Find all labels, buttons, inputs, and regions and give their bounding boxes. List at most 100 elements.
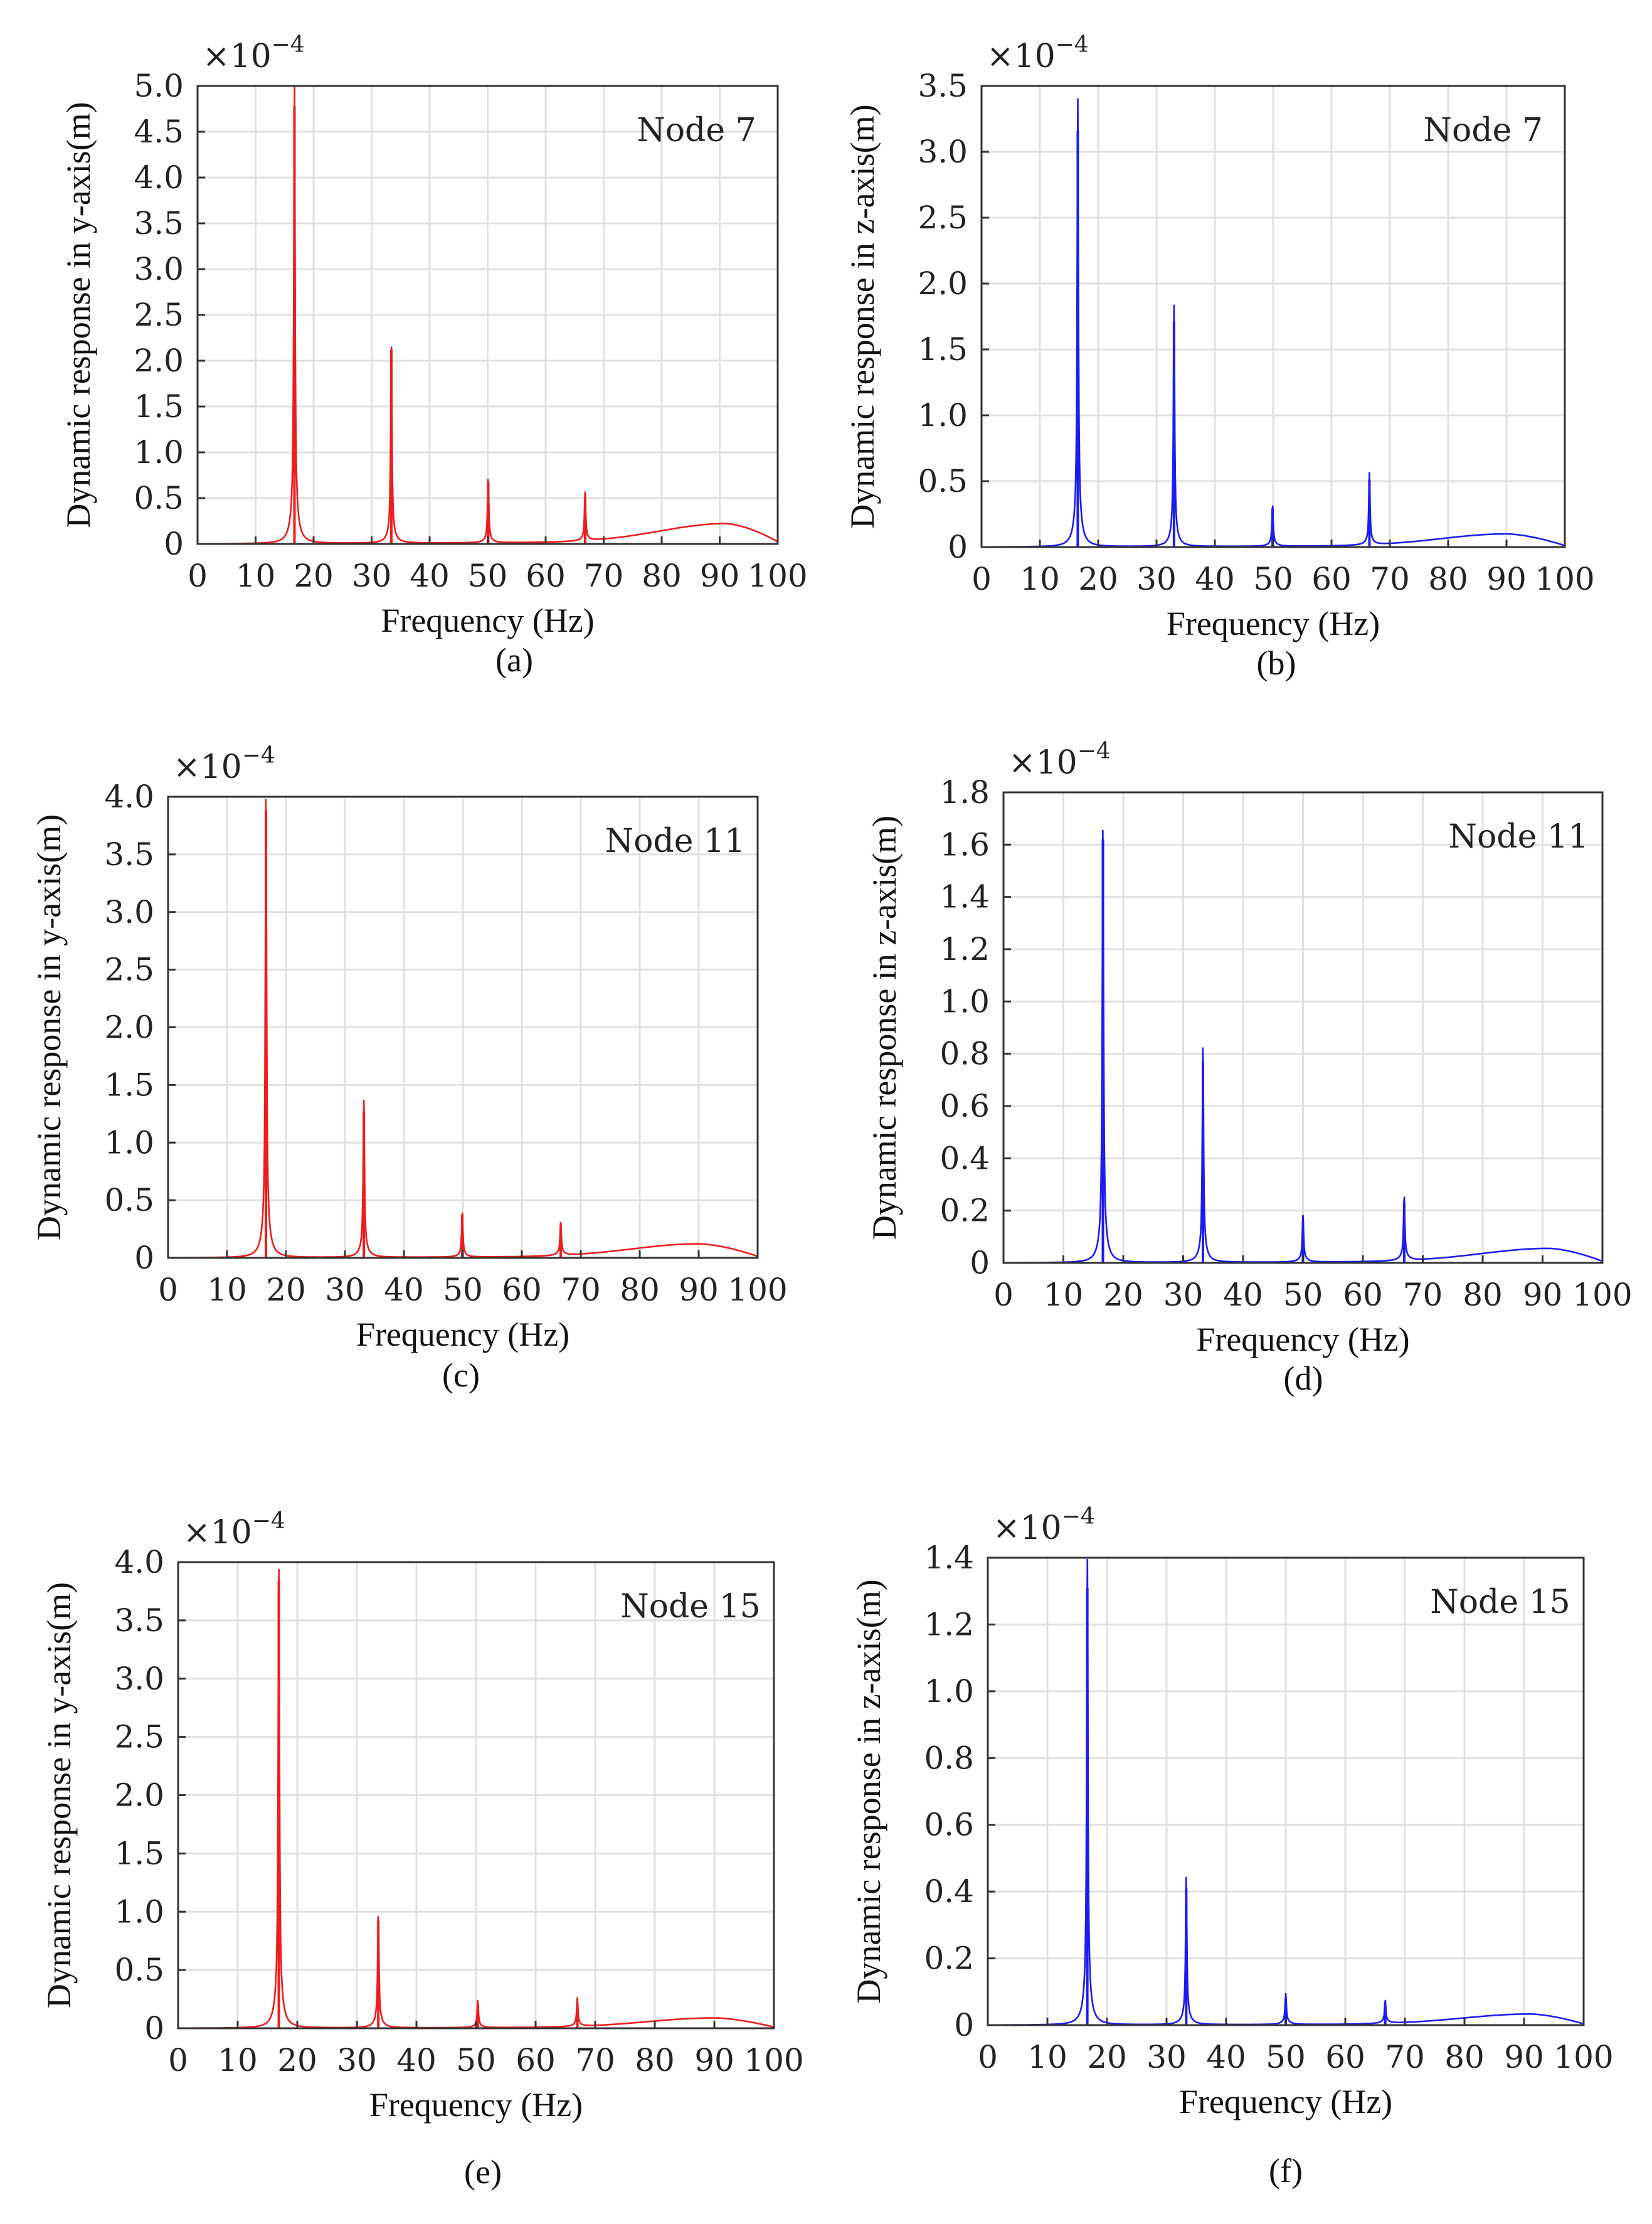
panel-a: 0 10 20 30 40 50 60 70 80 90 100 0 0.5 1.0 1.5 2.0 2.5 3.…	[60, 32, 808, 679]
axis-multiplier-base: ×10	[173, 748, 242, 786]
y-tick-label: 2.0	[114, 1777, 164, 1814]
x-tick-label: 40	[384, 1272, 424, 1308]
y-tick-label: 2.5	[134, 297, 184, 333]
node-annotation: Node 15	[620, 1588, 761, 1625]
y-tick-label: 0.6	[924, 1807, 974, 1843]
axis-multiplier: ×10−4	[1009, 738, 1111, 782]
panel-caption: (b)	[1257, 644, 1296, 682]
y-tick-label: 1.6	[940, 826, 990, 863]
y-tick-label: 0.2	[940, 1193, 990, 1229]
y-tick-label: 0	[164, 526, 184, 562]
x-tick-label: 40	[396, 2042, 437, 2078]
y-axis-label: Dynamic response in z-axis(m)	[850, 1579, 887, 2003]
x-tick-label: 60	[516, 2042, 556, 2078]
x-tick-label: 90	[1523, 1277, 1563, 1313]
y-axis-label: Dynamic response in z-axis(m)	[844, 104, 881, 528]
x-tick-label: 40	[1195, 561, 1235, 597]
x-tick-label: 60	[1343, 1277, 1383, 1313]
x-tick-label: 80	[1428, 561, 1468, 597]
x-tick-label: 50	[456, 2042, 496, 2078]
axis-multiplier-exponent: −4	[252, 1508, 285, 1534]
x-tick-label: 0	[168, 2042, 188, 2078]
y-tick-label: 2.5	[104, 952, 154, 988]
y-tick-label: 3.0	[104, 894, 154, 930]
node-annotation: Node 15	[1430, 1583, 1570, 1621]
y-tick-label: 2.5	[918, 200, 968, 236]
x-tick-label: 60	[502, 1272, 542, 1308]
x-tick-label: 40	[1223, 1277, 1263, 1313]
grid	[1003, 792, 1602, 1263]
x-tick-label: 100	[1572, 1277, 1632, 1313]
x-tick-label: 10	[218, 2042, 258, 2078]
y-axis-label: Dynamic response in z-axis(m)	[866, 816, 903, 1240]
y-tick-label: 0.6	[940, 1088, 990, 1124]
y-tick-label: 1.2	[924, 1606, 974, 1642]
y-tick-label: 1.0	[134, 434, 184, 471]
node-annotation: Node 7	[1424, 112, 1543, 149]
axis-multiplier-base: ×10	[993, 1509, 1062, 1547]
y-tick-label: 1.5	[114, 1835, 164, 1871]
axis-multiplier-base: ×10	[987, 38, 1056, 75]
axis-multiplier: ×10−4	[203, 32, 305, 75]
x-tick-label: 0	[158, 1272, 178, 1308]
panel-e: 0 10 20 30 40 50 60 70 80 90 100 0 0.5 1.0 1.5 2.0 2.5 3.…	[40, 1508, 804, 2191]
panel-caption: (d)	[1284, 1359, 1323, 1397]
x-axis-label: Frequency (Hz)	[1179, 2083, 1392, 2120]
panel-f: 0 10 20 30 40 50 60 70 80 90 100 0 0.2 0.4 0.6 0.8 1.0 1.…	[850, 1504, 1614, 2189]
y-tick-label: 4.0	[104, 779, 154, 815]
y-tick-label: 0	[954, 2007, 974, 2043]
y-tick-label: 3.5	[114, 1602, 164, 1639]
axis-multiplier: ×10−4	[987, 32, 1089, 75]
axis-multiplier: ×10−4	[183, 1508, 285, 1551]
y-tick-label: 1.5	[104, 1067, 154, 1103]
y-tick-label: 3.5	[104, 836, 154, 873]
y-axis-label: Dynamic response in y-axis(m)	[60, 102, 97, 528]
y-tick-label: 1.8	[940, 774, 990, 811]
y-tick-label: 1.0	[924, 1673, 974, 1710]
x-tick-label: 10	[1044, 1277, 1084, 1313]
panel-d: 0 10 20 30 40 50 60 70 80 90 100 0 0.2 0.4 0.6 0.8 1.0 1.…	[866, 738, 1633, 1397]
panel-caption: (a)	[495, 641, 533, 679]
x-tick-label: 50	[1253, 561, 1293, 597]
x-tick-label: 70	[1385, 2039, 1425, 2075]
axis-multiplier-exponent: −4	[1056, 32, 1089, 58]
y-tick-label: 1.4	[924, 1540, 974, 1576]
node-annotation: Node 11	[1449, 818, 1589, 856]
axis-multiplier-base: ×10	[1009, 744, 1078, 782]
y-tick-label: 1.2	[940, 931, 990, 967]
x-tick-label: 80	[635, 2042, 675, 2078]
y-tick-label: 2.0	[104, 1009, 154, 1046]
y-tick-label: 1.0	[940, 983, 990, 1019]
axis-multiplier-exponent: −4	[1078, 738, 1111, 764]
x-tick-label: 0	[978, 2039, 998, 2075]
x-tick-label: 60	[1325, 2039, 1365, 2075]
y-tick-label: 1.4	[940, 879, 990, 915]
y-tick-label: 0.5	[114, 1952, 164, 1988]
x-tick-label: 90	[694, 2042, 734, 2078]
y-tick-label: 0.5	[134, 480, 184, 516]
y-tick-label: 0.2	[924, 1940, 974, 1977]
x-tick-label: 20	[294, 558, 334, 594]
y-tick-label: 0	[134, 1240, 154, 1276]
y-tick-label: 0.4	[940, 1140, 990, 1176]
y-tick-label: 4.0	[114, 1544, 164, 1580]
x-axis-label: Frequency (Hz)	[356, 1316, 569, 1353]
x-axis-label: Frequency (Hz)	[369, 2086, 583, 2124]
x-tick-label: 50	[1283, 1277, 1323, 1313]
x-tick-label: 100	[748, 558, 807, 594]
y-tick-label: 0.4	[924, 1873, 974, 1910]
axis-multiplier: ×10−4	[993, 1504, 1095, 1547]
x-tick-label: 30	[1146, 2039, 1187, 2075]
axis-multiplier-exponent: −4	[1062, 1504, 1095, 1530]
y-tick-label: 4.5	[134, 114, 184, 150]
x-tick-label: 40	[1206, 2039, 1246, 2075]
axis-multiplier-base: ×10	[183, 1514, 252, 1551]
node-annotation: Node 11	[605, 822, 746, 860]
x-tick-label: 80	[1463, 1277, 1503, 1313]
panel-caption: (e)	[464, 2153, 502, 2191]
y-tick-label: 1.0	[104, 1124, 154, 1161]
x-tick-label: 20	[277, 2042, 317, 2078]
panel-b: 0 10 20 30 40 50 60 70 80 90 100 0 0.5 1.0 1.5 2.0 2.5 3.…	[844, 32, 1595, 682]
y-tick-label: 3.5	[134, 205, 184, 242]
